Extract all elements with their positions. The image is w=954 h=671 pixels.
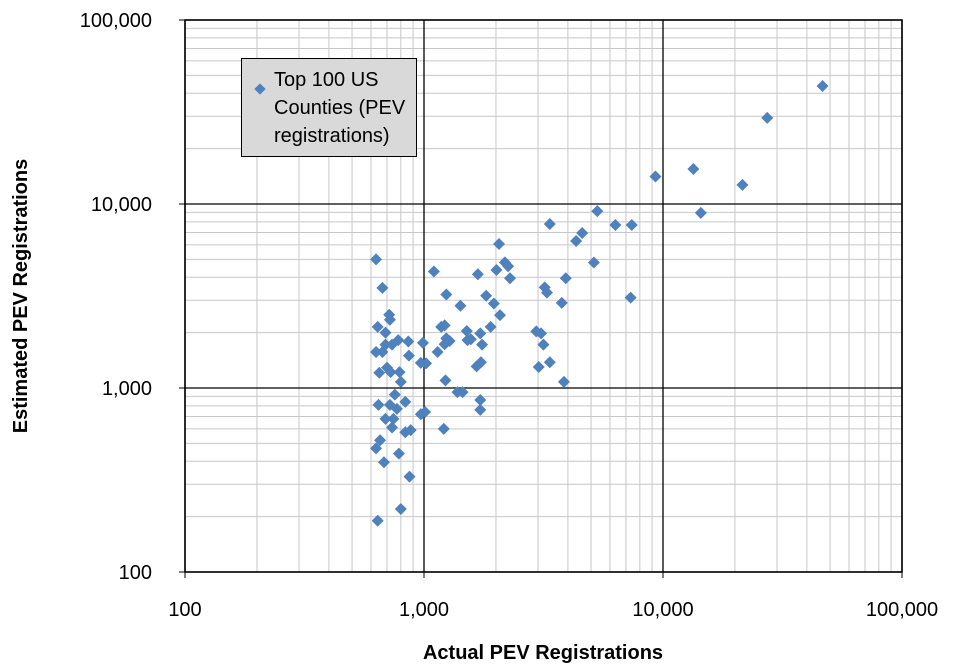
point — [456, 386, 469, 399]
point — [471, 268, 484, 281]
point — [559, 272, 572, 285]
point — [532, 361, 545, 374]
point — [761, 111, 774, 124]
point — [384, 366, 397, 379]
point — [576, 226, 589, 239]
point — [570, 235, 583, 248]
legend-label: Top 100 US Counties (PEV registrations) — [274, 68, 406, 147]
point — [537, 338, 550, 351]
point — [694, 206, 707, 219]
y-tick-label: 1,000 — [102, 378, 152, 400]
point — [493, 238, 506, 251]
point — [555, 296, 568, 309]
point — [374, 434, 387, 447]
point — [649, 170, 662, 183]
x-tick-label: 100,000 — [866, 599, 938, 621]
point — [416, 336, 429, 349]
point — [371, 320, 384, 333]
point — [624, 291, 637, 304]
point — [480, 289, 493, 302]
point — [474, 327, 487, 340]
point — [540, 286, 553, 299]
point — [543, 217, 556, 230]
point — [464, 333, 477, 346]
point — [387, 412, 400, 425]
y-tick-label: 10,000 — [91, 194, 152, 216]
point — [440, 288, 453, 301]
y-tick-label: 100,000 — [80, 10, 152, 32]
point — [474, 403, 487, 416]
point — [376, 281, 389, 294]
point — [439, 374, 452, 387]
point — [379, 412, 392, 425]
point — [420, 357, 433, 370]
point — [414, 408, 427, 421]
point — [372, 398, 385, 411]
point — [437, 422, 450, 435]
point — [370, 253, 383, 266]
point — [591, 205, 604, 218]
point — [379, 326, 392, 339]
point — [370, 345, 383, 358]
plot-frame — [184, 19, 903, 573]
point — [399, 395, 412, 408]
point — [535, 327, 548, 340]
point — [388, 388, 401, 401]
point — [502, 260, 515, 273]
x-tick-label: 10,000 — [632, 599, 693, 621]
point — [625, 218, 638, 231]
y-axis-title: Estimated PEV Registrations — [10, 159, 32, 434]
legend-marker — [254, 83, 266, 95]
point — [431, 345, 444, 358]
y-tick-label: 100 — [119, 562, 152, 584]
point — [504, 272, 517, 285]
point — [490, 263, 503, 276]
point — [386, 421, 399, 434]
point — [394, 502, 407, 515]
point — [390, 402, 403, 415]
point — [379, 338, 392, 351]
point — [371, 514, 384, 527]
point — [373, 366, 386, 379]
point — [494, 309, 507, 322]
point — [394, 375, 407, 388]
point — [392, 447, 405, 460]
point — [816, 79, 829, 92]
point — [543, 356, 556, 369]
point — [438, 319, 451, 332]
point — [487, 297, 500, 310]
legend: Top 100 US Counties (PEV registrations) — [241, 58, 417, 157]
point — [393, 366, 406, 379]
x-tick-label: 1,000 — [399, 599, 449, 621]
point — [404, 424, 417, 437]
point — [402, 349, 415, 362]
point — [377, 456, 390, 469]
point — [609, 218, 622, 231]
point — [687, 162, 700, 175]
point — [474, 394, 487, 407]
point — [392, 334, 405, 347]
point — [443, 335, 456, 348]
point — [403, 470, 416, 483]
point — [587, 256, 600, 269]
point — [484, 320, 497, 333]
point — [454, 299, 467, 312]
point — [370, 442, 383, 455]
point — [402, 335, 415, 348]
point — [557, 375, 570, 388]
point — [383, 313, 396, 326]
point — [427, 265, 440, 278]
point — [476, 338, 489, 351]
x-tick-label: 100 — [168, 599, 201, 621]
x-axis-title: Actual PEV Registrations — [423, 642, 663, 664]
point — [460, 325, 473, 338]
point — [474, 356, 487, 369]
point — [736, 178, 749, 191]
